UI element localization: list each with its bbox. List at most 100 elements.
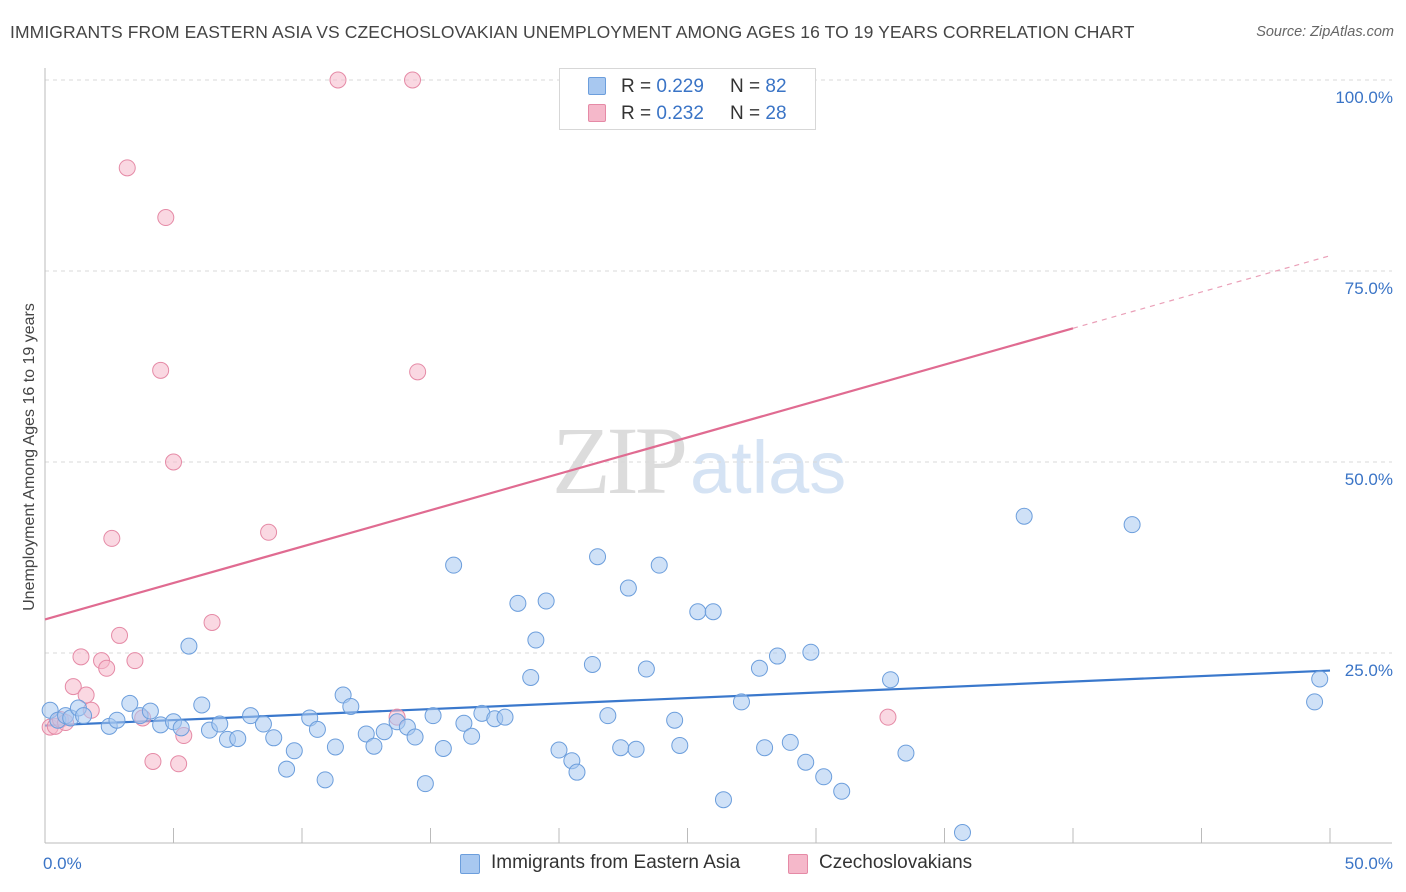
point-czechoslovakians-23	[329, 71, 347, 89]
y-tick-label-75: 75.0%	[1345, 279, 1393, 298]
point-eastern-asia-19	[229, 730, 247, 748]
point-eastern-asia-40	[445, 556, 463, 574]
point-eastern-asia-78	[1015, 507, 1033, 525]
point-eastern-asia-73	[815, 768, 833, 786]
point-eastern-asia-54	[589, 548, 607, 566]
point-eastern-asia-56	[612, 739, 630, 757]
point-czechoslovakians-19	[170, 755, 188, 773]
point-eastern-asia-46	[509, 594, 527, 612]
point-czechoslovakians-22	[260, 523, 278, 541]
point-eastern-asia-52	[568, 763, 586, 781]
point-eastern-asia-38	[424, 707, 442, 725]
point-eastern-asia-22	[265, 729, 283, 747]
point-eastern-asia-68	[756, 739, 774, 757]
point-czechoslovakians-6	[77, 686, 95, 704]
data-points	[41, 71, 1329, 842]
legend-swatch-eastern-asia	[588, 77, 606, 95]
point-eastern-asia-63	[689, 603, 707, 621]
point-eastern-asia-24	[285, 742, 303, 760]
legend-n-eastern-asia: N = 82	[730, 76, 787, 97]
point-eastern-asia-7	[108, 711, 126, 729]
point-eastern-asia-32	[365, 737, 383, 755]
point-eastern-asia-70	[781, 733, 799, 751]
point-eastern-asia-39	[434, 740, 452, 757]
point-eastern-asia-23	[278, 760, 296, 778]
point-eastern-asia-81	[1311, 670, 1329, 688]
point-eastern-asia-61	[666, 711, 684, 729]
point-czechoslovakians-4	[64, 678, 82, 696]
point-czechoslovakians-25	[409, 363, 427, 381]
point-eastern-asia-15	[193, 696, 211, 714]
point-czechoslovakians-16	[157, 209, 175, 227]
point-eastern-asia-33	[375, 723, 393, 741]
point-eastern-asia-65	[714, 791, 732, 809]
x-tick-label-min: 0.0%	[43, 854, 82, 873]
correlation-legend: R = 0.229 N = 82 R = 0.232 N = 28	[559, 68, 816, 130]
point-eastern-asia-30	[342, 697, 360, 715]
point-eastern-asia-47	[522, 668, 540, 686]
series-legend: Immigrants from Eastern Asia Czechoslova…	[0, 852, 1406, 878]
point-czechoslovakians-21	[203, 613, 221, 631]
point-eastern-asia-21	[254, 715, 272, 733]
point-eastern-asia-10	[141, 702, 159, 720]
point-eastern-asia-17	[211, 715, 229, 733]
point-eastern-asia-28	[326, 738, 344, 756]
point-eastern-asia-77	[953, 824, 971, 842]
point-eastern-asia-13	[172, 719, 190, 737]
point-eastern-asia-58	[627, 740, 645, 758]
point-czechoslovakians-13	[126, 652, 144, 670]
point-czechoslovakians-15	[144, 752, 162, 770]
tick-labels: 25.0% 50.0% 75.0% 100.0% 0.0% 50.0%	[43, 88, 1393, 873]
point-eastern-asia-5	[75, 707, 93, 725]
point-eastern-asia-53	[583, 655, 601, 673]
point-czechoslovakians-9	[98, 659, 116, 677]
point-eastern-asia-49	[537, 592, 555, 610]
axes	[44, 68, 1392, 844]
point-czechoslovakians-10	[103, 529, 121, 547]
point-czechoslovakians-24	[404, 71, 422, 89]
point-eastern-asia-45	[496, 708, 514, 726]
point-eastern-asia-41	[455, 714, 473, 732]
point-eastern-asia-69	[768, 647, 786, 665]
point-eastern-asia-75	[882, 671, 900, 689]
trend-line-eastern-asia	[44, 669, 1331, 727]
series-label-czechoslovakians: Czechoslovakians	[819, 852, 973, 873]
grid-lines	[45, 79, 1392, 654]
point-eastern-asia-74	[833, 782, 851, 800]
point-eastern-asia-8	[121, 694, 139, 712]
series-label-eastern-asia: Immigrants from Eastern Asia	[491, 852, 741, 873]
watermark: ZIPatlas	[552, 405, 846, 516]
point-eastern-asia-76	[897, 744, 915, 762]
point-eastern-asia-20	[242, 707, 260, 725]
watermark-zip: ZIP	[552, 407, 688, 514]
trend-lines	[44, 255, 1331, 727]
point-eastern-asia-50	[550, 741, 568, 759]
point-eastern-asia-72	[802, 643, 820, 661]
point-eastern-asia-55	[599, 707, 617, 725]
point-eastern-asia-31	[357, 725, 375, 743]
trend-line-czechoslovakians	[44, 327, 1074, 621]
point-czechoslovakians-12	[118, 159, 136, 177]
y-tick-label-50: 50.0%	[1345, 470, 1393, 489]
point-eastern-asia-42	[463, 727, 481, 745]
point-eastern-asia-48	[527, 631, 545, 649]
point-eastern-asia-67	[750, 659, 768, 677]
point-czechoslovakians-27	[879, 708, 897, 726]
point-eastern-asia-36	[406, 728, 424, 746]
point-czechoslovakians-11	[111, 626, 129, 644]
legend-r-czechoslovakians: R = 0.232	[621, 103, 704, 124]
y-tick-label-25: 25.0%	[1345, 661, 1393, 680]
point-eastern-asia-64	[704, 603, 722, 621]
point-eastern-asia-66	[732, 693, 750, 711]
series-swatch-eastern-asia	[460, 854, 480, 874]
point-eastern-asia-26	[308, 720, 326, 738]
watermark-atlas: atlas	[690, 426, 847, 509]
point-eastern-asia-27	[316, 771, 334, 789]
point-eastern-asia-37	[416, 775, 434, 793]
point-czechoslovakians-17	[152, 361, 170, 379]
point-czechoslovakians-18	[165, 453, 182, 471]
point-eastern-asia-79	[1123, 516, 1141, 534]
legend-r-eastern-asia: R = 0.229	[621, 76, 704, 97]
chart-title: IMMIGRANTS FROM EASTERN ASIA VS CZECHOSL…	[10, 22, 1135, 42]
